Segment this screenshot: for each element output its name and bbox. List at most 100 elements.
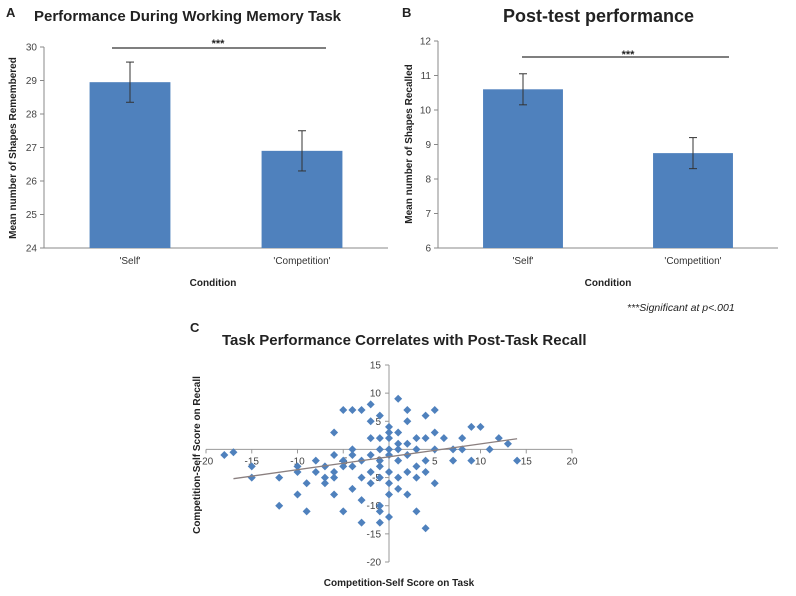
scatter-point xyxy=(458,434,467,443)
scatter-point xyxy=(375,462,384,471)
scatter-point xyxy=(348,462,357,471)
scatter-point xyxy=(339,507,348,516)
scatter-point xyxy=(394,394,403,403)
scatter-point xyxy=(394,439,403,448)
scatter-point xyxy=(430,428,439,437)
scatter-point xyxy=(348,406,357,415)
category-label-1: 'Self' xyxy=(512,256,533,267)
y-tick-label: 29 xyxy=(26,76,38,87)
panel-b: B Post-test performance 6 7 8 9 10 11 12 'Self'… xyxy=(402,5,778,289)
panel-b-label: B xyxy=(402,5,411,20)
scatter-point xyxy=(366,451,375,460)
panel-a-xlabel: Condition xyxy=(190,278,237,289)
scatter-point xyxy=(385,479,393,488)
scatter-point xyxy=(394,428,403,437)
scatter-point xyxy=(311,456,320,465)
panel-b-ylabel: Mean number of Shapes Recalled xyxy=(404,64,415,224)
scatter-point xyxy=(293,490,302,499)
scatter-point xyxy=(385,445,393,454)
scatter-point xyxy=(430,406,439,415)
y-tick-label: 7 xyxy=(425,209,431,220)
scatter-point xyxy=(476,422,485,431)
y-tick-label: 10 xyxy=(370,389,382,400)
scatter-point xyxy=(366,467,375,476)
y-tick-label: 8 xyxy=(425,175,431,186)
x-tick-label: -10 xyxy=(290,456,305,467)
scatter-point xyxy=(385,467,393,476)
scatter-point xyxy=(403,406,412,415)
bar-1 xyxy=(89,82,171,248)
panel-c-axes: -20-15-10-5510152015105-5-10-15-200 xyxy=(199,361,578,569)
category-label-2: 'Competition' xyxy=(273,256,330,267)
scatter-point xyxy=(503,439,512,448)
panel-a-title: Performance During Working Memory Task xyxy=(34,8,342,25)
scatter-point xyxy=(348,484,357,493)
scatter-point xyxy=(330,451,339,460)
scatter-point xyxy=(375,434,384,443)
x-tick-label: -20 xyxy=(199,456,214,467)
scatter-point xyxy=(485,445,494,454)
scatter-point xyxy=(357,473,366,482)
y-tick-label: -20 xyxy=(367,558,382,569)
scatter-point xyxy=(311,467,320,476)
panel-b-significance: *** xyxy=(622,49,636,61)
scatter-point xyxy=(375,518,384,527)
scatter-point xyxy=(247,473,256,482)
scatter-point xyxy=(421,411,430,420)
scatter-point xyxy=(220,451,229,460)
y-tick-label: 5 xyxy=(375,417,381,428)
bar-1 xyxy=(483,89,563,248)
y-tick-label: 30 xyxy=(26,43,38,54)
scatter-point xyxy=(247,462,256,471)
y-tick-label: -10 xyxy=(367,501,382,512)
x-tick-label: -15 xyxy=(245,456,260,467)
scatter-point xyxy=(449,456,458,465)
panel-b-title: Post-test performance xyxy=(503,6,694,26)
scatter-point xyxy=(403,467,412,476)
scatter-point xyxy=(330,473,339,482)
y-tick-label: 25 xyxy=(26,210,38,221)
y-tick-label: -5 xyxy=(372,473,381,484)
panel-a-label: A xyxy=(6,5,16,20)
scatter-point xyxy=(385,422,393,431)
scatter-point xyxy=(449,445,458,454)
y-tick-label: 11 xyxy=(421,71,432,82)
scatter-point xyxy=(302,507,311,516)
scatter-point xyxy=(412,462,421,471)
scatter-point xyxy=(421,467,430,476)
scatter-point xyxy=(412,434,421,443)
scatter-point xyxy=(348,445,357,454)
panel-a-ylabel: Mean number of Shapes Remembered xyxy=(8,57,19,239)
scatter-point xyxy=(394,456,403,465)
scatter-point xyxy=(385,428,393,437)
scatter-point xyxy=(513,456,522,465)
scatter-point xyxy=(394,473,403,482)
y-tick-label: 24 xyxy=(26,244,38,255)
panel-a: A Performance During Working Memory Task… xyxy=(6,5,388,289)
y-tick-label: 28 xyxy=(26,110,38,121)
scatter-point xyxy=(430,445,439,454)
scatter-point xyxy=(330,428,339,437)
scatter-point xyxy=(366,417,375,426)
x-tick-label: 15 xyxy=(521,456,533,467)
scatter-point xyxy=(348,451,357,460)
category-label-1: 'Self' xyxy=(119,256,140,267)
scatter-point xyxy=(385,434,393,443)
scatter-point xyxy=(320,479,329,488)
scatter-point xyxy=(330,490,339,499)
y-tick-label: -15 xyxy=(367,529,382,540)
panel-a-significance: *** xyxy=(212,38,226,50)
scatter-point xyxy=(467,456,476,465)
significance-footnote: ***Significant at p<.001 xyxy=(627,302,735,314)
scatter-point xyxy=(293,462,302,471)
scatter-point xyxy=(412,473,421,482)
scatter-point xyxy=(375,411,384,420)
scatter-point xyxy=(430,479,439,488)
scatter-point xyxy=(403,417,412,426)
panel-a-axes: 24 25 26 27 28 29 30 'Self' 'Competition' xyxy=(26,43,388,267)
scatter-point xyxy=(366,434,375,443)
x-tick-label: 5 xyxy=(432,456,438,467)
scatter-point xyxy=(330,467,339,476)
scatter-point xyxy=(394,484,403,493)
